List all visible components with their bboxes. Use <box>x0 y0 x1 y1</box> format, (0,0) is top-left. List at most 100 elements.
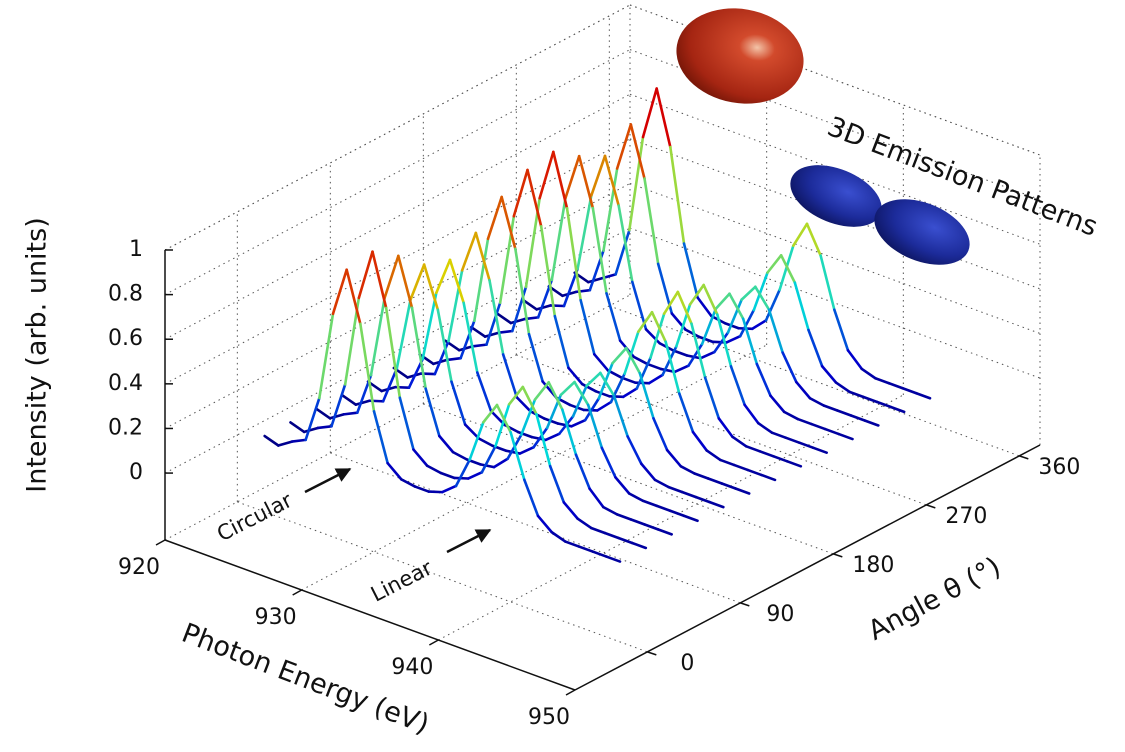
curve-segment <box>381 367 399 403</box>
curve-segment <box>518 446 535 455</box>
curve-segment <box>679 464 696 475</box>
curve-segment <box>643 523 660 531</box>
curve-segment <box>766 254 783 274</box>
z-tick-label: 1 <box>129 237 143 262</box>
curve-segment <box>418 353 435 366</box>
curve-segment <box>526 168 543 228</box>
curve-segment <box>612 394 629 438</box>
curve-segment <box>744 445 762 453</box>
tick-mark <box>647 651 657 656</box>
curve-segment <box>694 495 711 504</box>
curve-segment <box>507 385 525 406</box>
y-tick-label: 90 <box>766 602 794 627</box>
curve-segment <box>447 268 464 343</box>
arrow <box>446 528 492 554</box>
curve-segment <box>652 417 669 452</box>
curve-segment <box>565 206 582 302</box>
curve-segment <box>459 319 476 360</box>
curve-segment <box>863 419 880 427</box>
curve-segment <box>328 413 345 420</box>
curve-segment <box>512 168 529 218</box>
curve-segment <box>676 290 693 325</box>
curve-segment <box>805 222 822 257</box>
curve-segment <box>667 485 684 494</box>
curve-segment <box>706 477 724 485</box>
curve-segment <box>731 435 748 448</box>
curve-segment <box>548 464 566 504</box>
tick-mark <box>833 553 843 558</box>
curve-segment <box>488 278 505 356</box>
curve-segment <box>874 376 891 385</box>
curve-segment <box>495 312 513 325</box>
curve-segment <box>438 434 455 454</box>
curve-segment <box>837 432 854 441</box>
curve-segment <box>673 364 690 374</box>
curve-segment <box>562 501 579 520</box>
curve-segment <box>688 283 705 306</box>
curve-segment <box>277 440 294 447</box>
curve-segment <box>466 471 484 480</box>
curve-segment <box>767 308 784 354</box>
curve-segment <box>562 267 579 308</box>
curve-segment <box>875 400 892 409</box>
curve-segment <box>665 448 683 468</box>
curve-segment <box>422 263 440 312</box>
curve-segment <box>637 310 654 334</box>
curve-segment <box>357 250 374 300</box>
curve-segment <box>304 396 321 442</box>
curve-segment <box>720 482 737 490</box>
curve-segment <box>509 317 526 325</box>
curve-segment <box>769 394 786 414</box>
curve-segment <box>793 281 810 332</box>
curve-segment <box>587 276 604 284</box>
curve-segment <box>527 332 544 383</box>
tick-mark <box>926 504 936 509</box>
curve-segment <box>808 396 825 407</box>
y-axis <box>574 444 1041 691</box>
curve-segment <box>834 381 851 394</box>
curve-segment <box>480 444 497 474</box>
y-tick-label: 180 <box>852 553 894 578</box>
curve-segment <box>823 427 841 436</box>
curve-segment <box>643 177 660 266</box>
curve-segment <box>413 485 430 493</box>
curve-segment <box>764 288 781 322</box>
curve-segment <box>682 242 699 299</box>
curve-segment <box>810 422 827 431</box>
curve-segment <box>412 448 429 468</box>
curve-segment <box>705 449 722 462</box>
curve-segment <box>784 436 801 444</box>
curve-segment <box>585 371 602 388</box>
curve-segment <box>640 462 657 482</box>
curve-segment <box>460 231 478 272</box>
curve-segment <box>647 373 664 385</box>
curve-segment <box>289 421 306 434</box>
curve-segment <box>631 280 648 331</box>
box-edge <box>164 4 631 251</box>
curve-segment <box>699 350 716 360</box>
curve-segment <box>781 351 798 384</box>
curve-segment <box>807 328 824 368</box>
curve-segment <box>714 292 731 311</box>
curve-segment <box>668 509 686 518</box>
curve-segment <box>702 283 719 316</box>
curve-segment <box>655 87 672 149</box>
curve-segment <box>669 145 686 245</box>
curve-segment <box>795 380 812 400</box>
curve-segment <box>656 528 673 536</box>
x-tick-label: 930 <box>255 605 297 630</box>
curve-segment <box>574 453 591 491</box>
curve-segment <box>624 346 642 375</box>
curve-segment <box>410 306 427 390</box>
curve-segment <box>696 296 713 318</box>
grid-line <box>629 182 1041 334</box>
curve-segment <box>617 204 634 284</box>
tick-mark <box>1019 455 1029 460</box>
curve-segment <box>605 292 622 342</box>
curve-segment <box>734 487 751 495</box>
z-tick-label: 0.6 <box>108 326 143 351</box>
curve-segment <box>836 409 853 417</box>
curve-segment <box>539 225 557 318</box>
x-axis <box>164 539 576 691</box>
